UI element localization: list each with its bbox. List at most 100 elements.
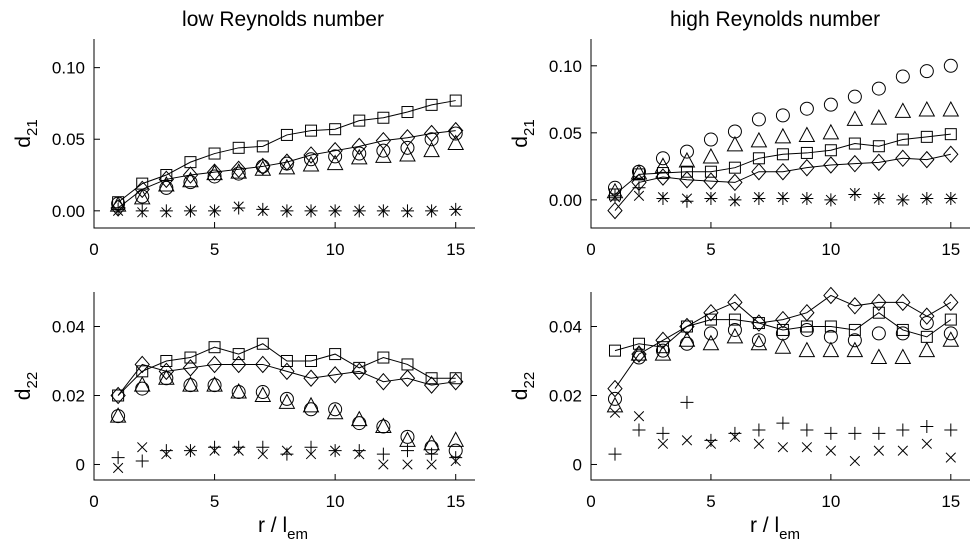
data-point-triangle <box>254 160 272 176</box>
data-point-cross <box>609 192 621 203</box>
data-point-diamond <box>303 369 319 387</box>
data-point-diamond <box>607 379 623 398</box>
y-axis-label-main: d <box>509 136 532 148</box>
series-plus <box>608 395 958 461</box>
data-point-cross <box>450 205 461 216</box>
data-point-cross <box>801 442 813 453</box>
data-point-diamond <box>847 154 863 173</box>
data-point-square <box>704 165 717 178</box>
x-tick-label: 10 <box>326 240 345 259</box>
data-point-plus <box>752 192 766 206</box>
data-point-circle <box>919 64 934 79</box>
data-point-triangle <box>133 376 151 392</box>
data-point-triangle <box>678 331 696 347</box>
data-point-diamond <box>679 317 695 336</box>
data-point-circle <box>424 132 439 147</box>
data-point-triangle <box>750 334 768 351</box>
data-point-triangle <box>326 403 344 420</box>
data-point-triangle <box>870 348 888 365</box>
data-point-triangle <box>206 376 223 392</box>
data-point-plus <box>728 193 742 207</box>
series-plus <box>111 440 463 468</box>
data-point-square <box>329 348 342 361</box>
data-point-circle <box>279 391 294 406</box>
data-point-square <box>425 372 438 385</box>
data-point-cross <box>378 459 389 470</box>
data-point-diamond <box>110 386 126 405</box>
data-point-diamond <box>279 362 295 381</box>
data-point-diamond <box>423 376 440 394</box>
y-tick-label: 0.02 <box>549 386 582 405</box>
data-point-square <box>280 128 293 141</box>
data-point-diamond <box>182 359 199 377</box>
data-point-triangle <box>702 147 720 164</box>
data-point-diamond <box>775 310 791 329</box>
data-point-cross <box>777 192 789 203</box>
data-point-square <box>377 351 390 364</box>
data-point-plus <box>944 423 958 437</box>
data-point-diamond <box>158 362 175 381</box>
data-point-diamond <box>231 160 247 179</box>
data-point-circle <box>919 316 934 331</box>
panel-low-re-d21: 0 5 10 15 0.00 0.05 0.10 d21 <box>12 39 475 259</box>
data-point-triangle <box>326 154 344 171</box>
data-point-triangle <box>630 345 648 361</box>
data-point-circle <box>703 326 718 341</box>
data-point-triangle <box>278 393 296 409</box>
data-point-triangle <box>774 127 792 144</box>
x-tick-label: 15 <box>446 240 465 259</box>
series-diamond <box>607 145 959 220</box>
data-point-cross <box>354 448 365 460</box>
data-point-diamond <box>255 157 271 176</box>
x-tick-label: 10 <box>821 492 840 511</box>
data-point-square <box>232 141 245 154</box>
data-point-cross <box>209 205 220 216</box>
data-point-square <box>848 323 861 336</box>
data-point-diamond <box>871 153 887 172</box>
data-point-circle <box>255 385 270 400</box>
data-point-diamond <box>399 369 416 387</box>
data-point-plus <box>159 204 173 218</box>
data-point-plus <box>872 426 886 440</box>
data-point-diamond <box>871 293 887 312</box>
series-circle <box>111 126 463 211</box>
data-point-square <box>728 161 741 174</box>
series-circle <box>607 316 958 406</box>
data-point-diamond <box>607 201 623 220</box>
data-point-square <box>944 128 957 141</box>
data-point-cross <box>849 455 861 467</box>
data-point-cross <box>633 190 645 201</box>
data-point-circle <box>135 381 150 396</box>
data-point-diamond <box>423 124 440 143</box>
series-cross <box>112 201 461 218</box>
data-point-circle <box>448 126 463 141</box>
data-point-diamond <box>919 150 935 169</box>
data-point-triangle <box>654 157 672 173</box>
data-point-triangle <box>654 345 672 361</box>
data-point-triangle <box>942 331 960 347</box>
y-tick-label: 0.10 <box>52 59 85 78</box>
x-tick-label: 5 <box>706 492 715 511</box>
data-point-plus <box>159 444 173 458</box>
data-point-triangle <box>447 431 465 447</box>
data-point-cross <box>705 438 717 449</box>
data-point-plus <box>608 189 622 203</box>
data-point-diamond <box>775 162 791 181</box>
series-line <box>614 312 952 352</box>
data-point-circle <box>655 343 670 358</box>
data-point-triangle <box>206 164 223 181</box>
data-point-square <box>608 344 621 357</box>
data-point-diamond <box>703 172 719 190</box>
data-point-circle <box>679 144 694 159</box>
series-diamond <box>607 286 959 398</box>
data-point-plus <box>400 444 414 458</box>
data-point-plus <box>752 423 766 437</box>
data-point-diamond <box>943 145 959 164</box>
y-tick-label: 0 <box>76 455 85 474</box>
series-diamond <box>110 355 464 405</box>
data-point-triangle <box>894 348 912 365</box>
y-tick-label: 0.00 <box>549 191 582 210</box>
data-point-plus <box>848 187 862 201</box>
data-point-diamond <box>182 166 199 184</box>
